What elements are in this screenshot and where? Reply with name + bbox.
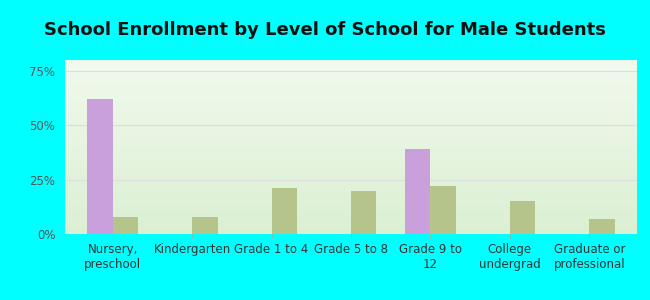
Bar (430, 186, 456, 234)
Bar (192, 217, 218, 234)
Bar (510, 201, 536, 234)
Bar (87, 99, 112, 234)
Bar (351, 190, 376, 234)
Bar (590, 219, 615, 234)
Text: School Enrollment by Level of School for Male Students: School Enrollment by Level of School for… (44, 21, 606, 39)
Bar (112, 217, 138, 234)
Bar (405, 149, 430, 234)
Bar (272, 188, 297, 234)
